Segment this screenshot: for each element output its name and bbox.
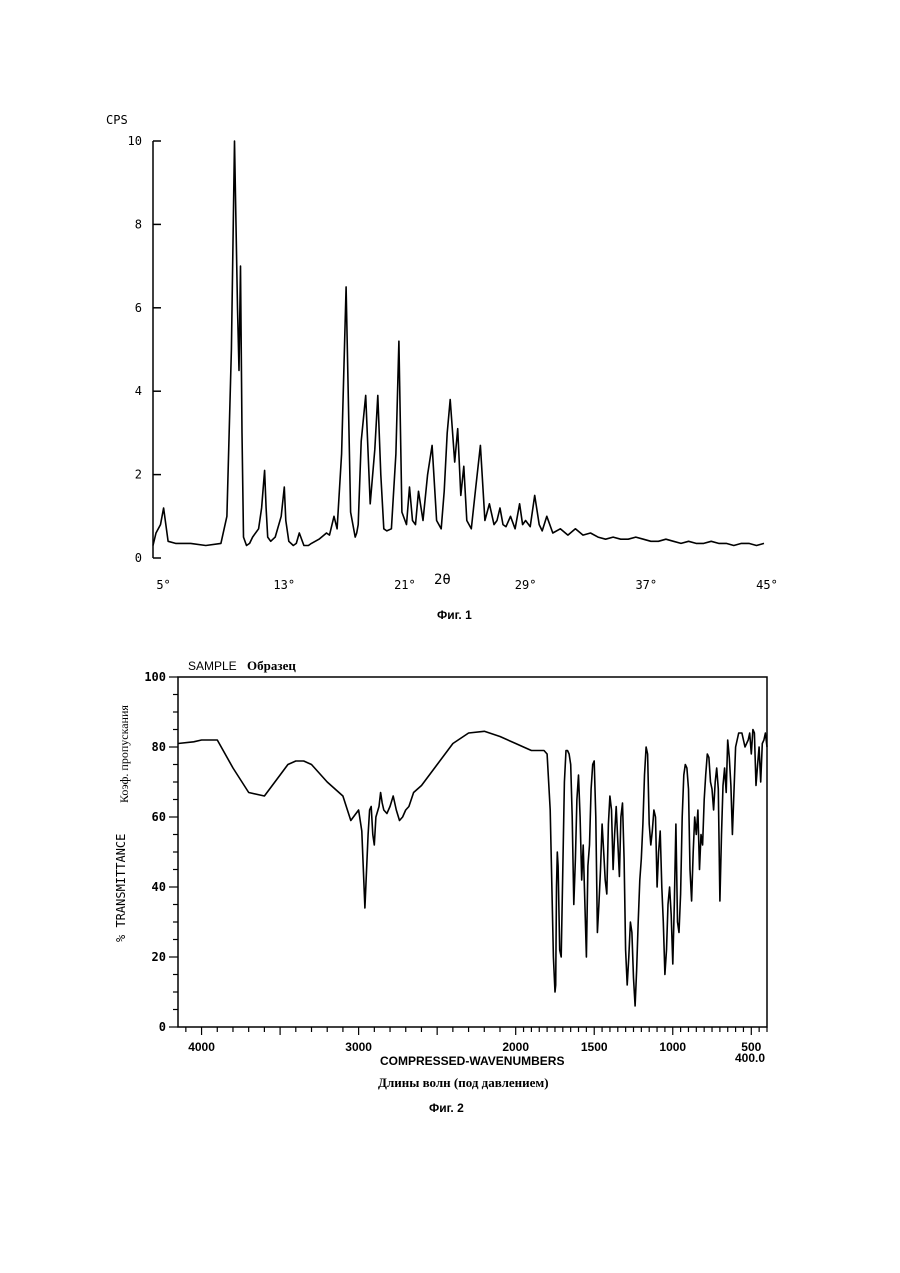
xrd-x-tick-label: 29°: [515, 578, 537, 592]
xrd-y-tick-label: 0: [135, 551, 142, 565]
ir-y-tick-label: 100: [144, 670, 166, 684]
ir-x-tick-label: 400.0: [735, 1051, 765, 1065]
ir-x-tick-label: 2000: [502, 1040, 529, 1054]
ir-chart: SAMPLE Образец 0 20 40 60 80 100 4000 3000 2000…: [114, 658, 767, 1115]
ir-x-tick-label: 4000: [188, 1040, 215, 1054]
ir-sample-label-ru: Образец: [247, 658, 296, 673]
xrd-y-axis-label: CPS: [106, 113, 128, 127]
ir-x-axis-label: COMPRESSED-WAVENUMBERS: [380, 1054, 564, 1068]
xrd-y-tick-label: 8: [135, 217, 142, 231]
page-canvas: CPS 0246810 5°13°21°29°37°45° 2θ Фиг. 1 …: [0, 0, 900, 1273]
xrd-caption: Фиг. 1: [437, 608, 472, 622]
ir-y-axis-label: % TRANSMITTANCE: [114, 834, 128, 942]
xrd-x-axis-label: 2θ: [434, 572, 451, 588]
xrd-y-tick-label: 6: [135, 301, 142, 315]
ir-y-tick-label: 40: [152, 880, 166, 894]
ir-y-tick-label: 60: [152, 810, 166, 824]
ir-series-line: [178, 730, 767, 1007]
xrd-x-tick-label: 45°: [756, 578, 778, 592]
xrd-series-line: [153, 141, 764, 546]
xrd-x-tick-label: 21°: [394, 578, 416, 592]
xrd-x-tick-label: 13°: [273, 578, 295, 592]
ir-y-tick-label: 20: [152, 950, 166, 964]
xrd-y-tick-label: 2: [135, 468, 142, 482]
xrd-y-tick-label: 4: [135, 384, 142, 398]
ir-y-ticks: 0 20 40 60 80 100: [144, 670, 178, 1034]
ir-caption: Фиг. 2: [429, 1101, 464, 1115]
xrd-y-tick-label: 10: [128, 134, 142, 148]
ir-y-tick-label: 0: [159, 1020, 166, 1034]
xrd-x-tick-label: 37°: [635, 578, 657, 592]
xrd-x-tick-label: 5°: [156, 578, 170, 592]
ir-y-axis-label-ru: Коэф. пропускания: [117, 705, 131, 803]
xrd-chart: CPS 0 2 4 6 8 10 5° 13° 21° 29° 37° 45° 2θ Фиг. 1: [106, 113, 778, 622]
ir-x-tick-label: 1000: [659, 1040, 686, 1054]
ir-x-axis-label-ru: Длины волн (под давлением): [378, 1075, 549, 1090]
xrd-x-ticks: 5° 13° 21° 29° 37° 45°: [156, 578, 778, 592]
ir-sample-label: SAMPLE: [188, 659, 237, 673]
ir-x-tick-label: 3000: [345, 1040, 372, 1054]
ir-y-tick-label: 80: [152, 740, 166, 754]
xrd-y-ticks: 0 2 4 6 8 10: [128, 134, 161, 565]
ir-plot-frame: [178, 677, 767, 1027]
ir-x-tick-label: 1500: [581, 1040, 608, 1054]
